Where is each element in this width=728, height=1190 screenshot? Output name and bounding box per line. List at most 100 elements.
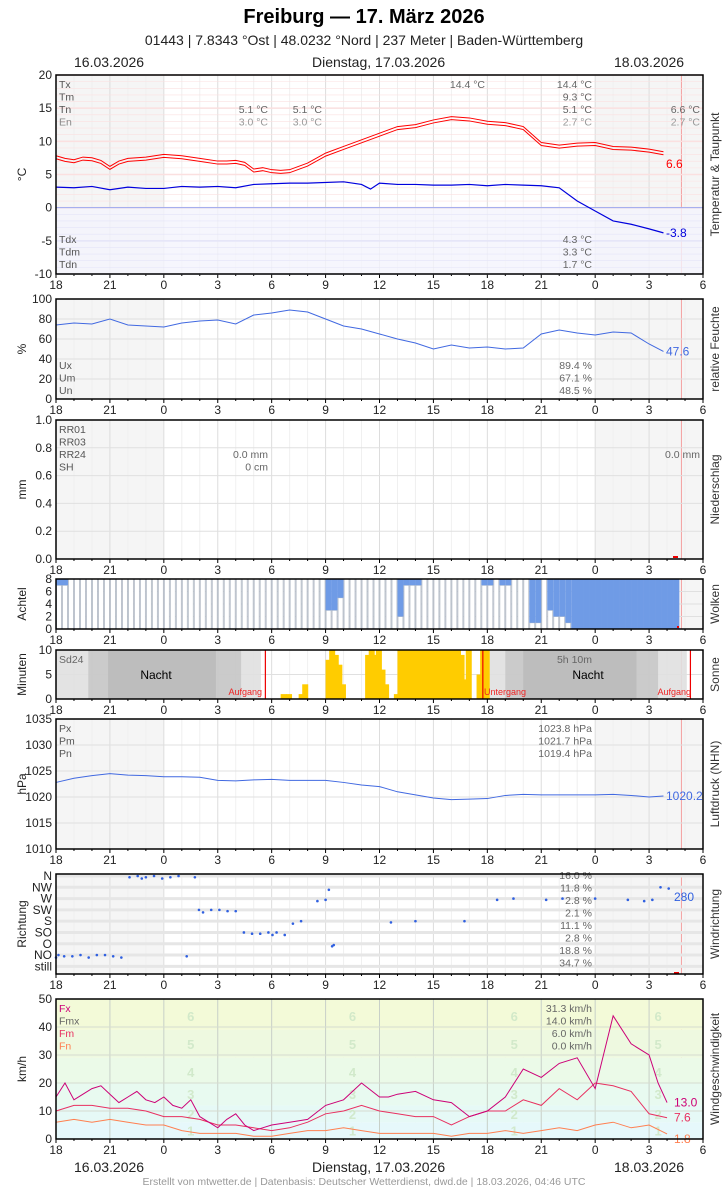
y-tick-label: 0 — [45, 392, 52, 406]
svg-text:1: 1 — [187, 1124, 194, 1139]
legend-label: Fm — [59, 1028, 74, 1040]
stat-value: 1019.4 hPa — [538, 748, 592, 760]
svg-text:2: 2 — [511, 1107, 518, 1122]
svg-text:1: 1 — [654, 1124, 661, 1139]
x-tick-label: 21 — [103, 633, 117, 647]
x-tick-label: 21 — [535, 563, 549, 577]
x-tick-label: 9 — [322, 1143, 329, 1157]
chart-humidity: 18 21 0 3 6 9 12 15 18 21 0 3 6 100 80 60 40 20 0% relative… — [15, 292, 722, 417]
stat-value: 2.1 % — [565, 908, 592, 920]
svg-text:4: 4 — [187, 1065, 195, 1080]
y-tick-label: 0 — [45, 692, 52, 706]
legend-label: Tdm — [59, 247, 80, 259]
sun-bar — [393, 694, 400, 699]
legend-label: Fx — [59, 1003, 71, 1015]
x-tick-label: 3 — [646, 563, 653, 577]
y-tick-label: 1030 — [25, 738, 52, 752]
x-tick-label: 9 — [322, 703, 329, 717]
stat-value: 2.7 °C — [671, 117, 701, 129]
stat-value: 6.6 °C — [671, 104, 701, 116]
x-tick-label: 21 — [103, 978, 117, 992]
y-tick-label: 8 — [45, 572, 52, 586]
x-tick-label: 18 — [481, 978, 495, 992]
x-tick-label: 0 — [592, 563, 599, 577]
y-tick-label: 80 — [39, 312, 53, 326]
y-tick-label: 0 — [45, 201, 52, 215]
footer-credit: Erstellt von mtwetter.de | Datenbasis: D… — [142, 1176, 586, 1188]
chart-title: Windgeschwindigkeit — [708, 1012, 722, 1125]
y-tick-label: 6 — [45, 585, 52, 599]
svg-text:5: 5 — [349, 1037, 356, 1052]
y-tick-label: 1020 — [25, 790, 52, 804]
x-tick-label: 18 — [49, 633, 63, 647]
y-tick-label: 40 — [39, 1020, 53, 1034]
date-bar-top: 16.03.2026 Dienstag, 17.03.2026 18.03.20… — [0, 54, 728, 72]
sun-bar — [429, 650, 436, 699]
svg-text:280: 280 — [674, 890, 694, 904]
sun-bar — [302, 684, 309, 699]
x-tick-label: 6 — [268, 703, 275, 717]
sun-bar — [451, 650, 458, 699]
x-tick-label: 3 — [214, 278, 221, 292]
sun-bar — [286, 694, 293, 699]
stat-value: 0.0 km/h — [552, 1041, 592, 1053]
x-tick-label: 6 — [700, 978, 707, 992]
sun-bar — [325, 659, 332, 699]
x-tick-label: 15 — [427, 633, 441, 647]
stat-value: 1021.7 hPa — [538, 736, 592, 748]
direction-label: SW — [33, 903, 53, 917]
direction-label: N — [43, 869, 52, 883]
svg-text:Untergang: Untergang — [484, 687, 526, 697]
stat-value: 31.3 km/h — [546, 1003, 592, 1015]
legend-label: RR03 — [59, 437, 86, 449]
x-tick-label: 12 — [373, 853, 387, 867]
legend-label: Pm — [59, 736, 75, 748]
series-line — [55, 1118, 668, 1137]
date-center-bottom: Dienstag, 17.03.2026 — [312, 1159, 446, 1175]
direction-label: SO — [35, 925, 52, 939]
x-tick-label: 0 — [160, 633, 167, 647]
sun-bar — [329, 650, 336, 699]
y-tick-label: -5 — [41, 234, 52, 248]
x-tick-label: 3 — [646, 853, 653, 867]
sun-bar — [454, 650, 461, 699]
stat-value: 14.4 °C — [557, 79, 593, 91]
x-tick-label: 18 — [49, 563, 63, 577]
legend-label: Pn — [59, 748, 72, 760]
direction-label: S — [44, 914, 52, 928]
stat-value: 2.8 % — [565, 933, 592, 945]
svg-text:3: 3 — [654, 1087, 661, 1102]
x-tick-label: 18 — [481, 278, 495, 292]
stat-value: 3.3 °C — [563, 247, 593, 259]
sun-bar — [426, 650, 433, 699]
x-tick-label: 0 — [160, 403, 167, 417]
y-tick-label: 0.8 — [35, 441, 52, 455]
svg-text:4: 4 — [654, 1065, 662, 1080]
svg-text:3: 3 — [349, 1087, 356, 1102]
direction-label: still — [35, 959, 52, 973]
sun-bar — [365, 654, 372, 699]
y-axis-label: Richtung — [15, 900, 29, 947]
x-tick-label: 21 — [103, 278, 117, 292]
legend-label: Ux — [59, 360, 73, 372]
sun-bar — [444, 650, 451, 699]
stat-value: 4.3 °C — [563, 234, 593, 246]
sun-bar — [458, 654, 465, 699]
y-tick-label: 10 — [39, 1104, 53, 1118]
legend-label: Fmx — [59, 1016, 80, 1028]
svg-text:6: 6 — [349, 1009, 356, 1024]
sun-bar — [419, 650, 426, 699]
x-tick-label: 21 — [535, 633, 549, 647]
x-tick-label: 18 — [481, 703, 495, 717]
x-tick-label: 21 — [535, 703, 549, 717]
series-line — [55, 181, 664, 234]
sun-bar — [422, 650, 429, 699]
stat-value: 18.8 % — [559, 945, 592, 957]
x-tick-label: 21 — [103, 563, 117, 577]
sun-bar — [433, 650, 440, 699]
stat-value: 9.3 °C — [563, 92, 593, 104]
sun-bar — [280, 694, 287, 699]
y-tick-label: -10 — [35, 267, 53, 281]
page-title: Freiburg — 17. März 2026 — [243, 6, 485, 28]
y-tick-label: 0.6 — [35, 469, 52, 483]
